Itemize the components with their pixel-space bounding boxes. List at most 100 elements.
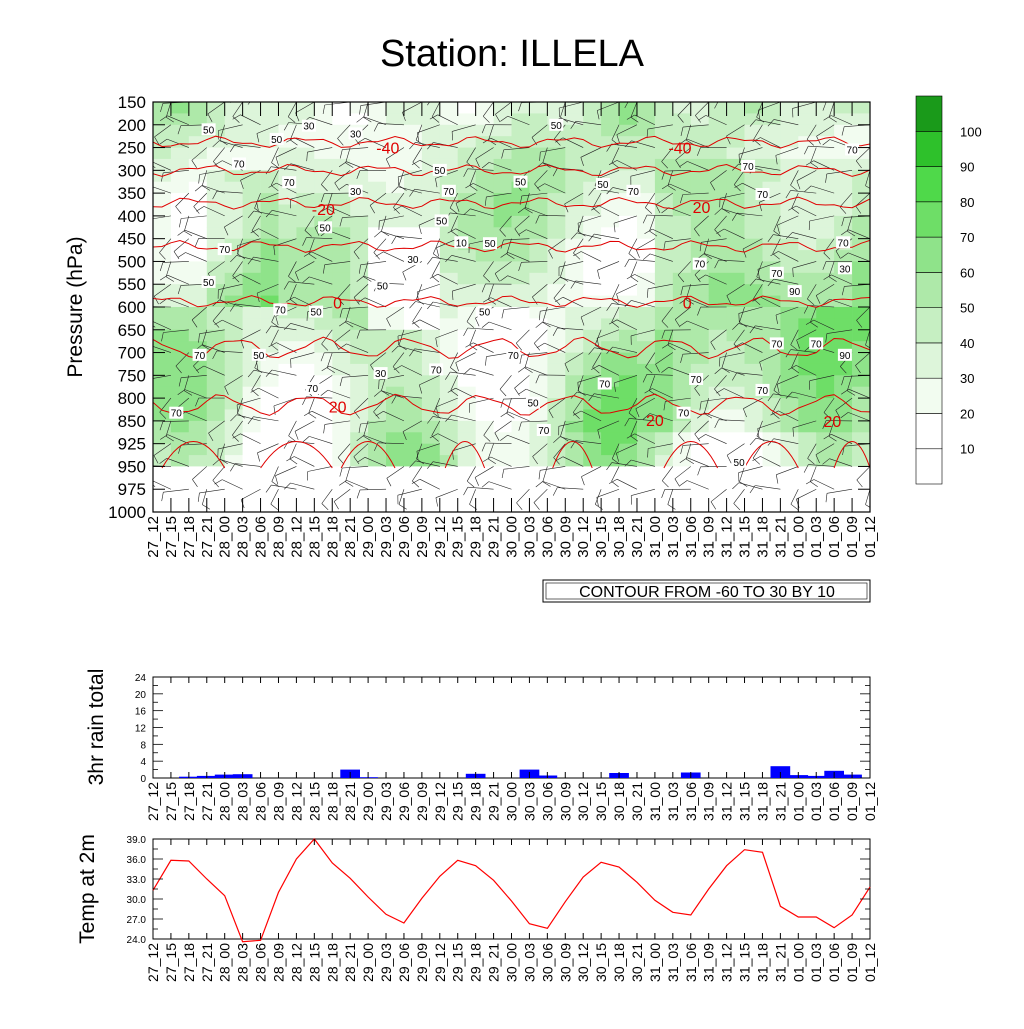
main-time-label: 27_15 xyxy=(163,516,180,558)
humidity-cell xyxy=(547,261,565,273)
rain-plot-frame xyxy=(153,677,870,778)
humidity-cell xyxy=(798,125,816,137)
humidity-cell xyxy=(547,375,565,387)
wind-barb-flag xyxy=(501,93,508,98)
humidity-cell xyxy=(332,421,350,433)
humidity-cell xyxy=(153,148,171,160)
humidity-cell xyxy=(834,318,852,330)
humidity-cell xyxy=(512,489,530,501)
rain-time-label: 31_09 xyxy=(701,782,717,821)
humidity-cell xyxy=(727,216,745,228)
pressure-tick-label: 650 xyxy=(118,321,146,340)
humidity-cell xyxy=(780,102,798,114)
humidity-cell xyxy=(171,102,189,114)
humidity-cell xyxy=(780,159,798,171)
humidity-cell xyxy=(476,113,494,125)
humidity-cell xyxy=(512,330,530,342)
wind-barb xyxy=(452,96,476,102)
humidity-cell xyxy=(780,489,798,501)
humidity-cell xyxy=(153,102,171,114)
humidity-cell xyxy=(440,136,458,148)
temp-time-label: 31_15 xyxy=(737,943,753,982)
humidity-cell xyxy=(279,261,297,273)
main-time-label: 30_15 xyxy=(593,516,610,558)
humidity-cell xyxy=(691,489,709,501)
humidity-cell xyxy=(404,216,422,228)
humidity-cell xyxy=(852,478,870,490)
main-time-label: 31_21 xyxy=(772,516,789,558)
humidity-cell xyxy=(691,455,709,467)
humidity-cell xyxy=(422,466,440,478)
main-time-label: 27_12 xyxy=(145,516,162,558)
humidity-cell xyxy=(296,148,314,160)
rain-time-label: 01_12 xyxy=(862,782,878,821)
humidity-cell xyxy=(189,193,207,205)
rain-time-label: 28_21 xyxy=(342,782,358,821)
humidity-cell xyxy=(798,501,816,513)
humidity-cell xyxy=(727,501,745,513)
humidity-cell xyxy=(368,478,386,490)
humidity-cell xyxy=(243,307,261,319)
humidity-cell xyxy=(368,444,386,456)
humidity-cell xyxy=(763,307,781,319)
rh-label-text: 50 xyxy=(436,216,448,227)
rh-label-text: 50 xyxy=(320,223,332,234)
humidity-cell xyxy=(565,284,583,296)
colorbar-segment xyxy=(916,131,942,166)
humidity-cell xyxy=(296,353,314,365)
rh-contour-label: 30 xyxy=(349,185,363,198)
temp-time-label: 30_06 xyxy=(539,943,555,982)
humidity-cell xyxy=(261,261,279,273)
humidity-cell xyxy=(763,353,781,365)
rh-label-text: 70 xyxy=(771,269,783,280)
humidity-cell xyxy=(583,478,601,490)
humidity-cell xyxy=(709,182,727,194)
humidity-cell xyxy=(207,364,225,376)
rh-label-text: 70 xyxy=(233,160,245,171)
wind-barb-flag xyxy=(771,92,779,96)
humidity-cell xyxy=(368,318,386,330)
humidity-cell xyxy=(637,353,655,365)
humidity-cell xyxy=(225,170,243,182)
humidity-cell xyxy=(189,318,207,330)
pressure-tick-label: 975 xyxy=(118,480,146,499)
humidity-cell xyxy=(512,432,530,444)
rh-contour-label: 50 xyxy=(526,397,540,410)
temp-time-label: 30_12 xyxy=(575,943,591,982)
temp-contour-label: 20 xyxy=(646,413,664,430)
rh-label-text: 70 xyxy=(628,187,640,198)
humidity-cell xyxy=(261,216,279,228)
humidity-cell xyxy=(619,284,637,296)
wind-barb xyxy=(254,97,279,102)
humidity-cell xyxy=(852,318,870,330)
temp-time-label: 28_15 xyxy=(306,943,322,982)
humidity-cell xyxy=(673,193,691,205)
humidity-cell xyxy=(529,261,547,273)
humidity-cell xyxy=(476,216,494,228)
humidity-cell xyxy=(225,489,243,501)
humidity-cell xyxy=(727,239,745,251)
humidity-cell xyxy=(476,410,494,422)
humidity-cell xyxy=(709,148,727,160)
humidity-cell xyxy=(279,227,297,239)
rh-label-text: 70 xyxy=(194,351,206,362)
humidity-cell xyxy=(565,307,583,319)
humidity-cell xyxy=(422,296,440,308)
rh-label-text: 70 xyxy=(508,351,520,362)
humidity-cell xyxy=(458,353,476,365)
humidity-cell xyxy=(261,102,279,114)
humidity-cell xyxy=(619,353,637,365)
humidity-cell xyxy=(243,250,261,262)
humidity-cell xyxy=(565,341,583,353)
humidity-cell xyxy=(780,170,798,182)
colorbar-segment xyxy=(916,167,942,202)
humidity-cell xyxy=(583,102,601,114)
humidity-cell xyxy=(171,421,189,433)
humidity-cell xyxy=(601,466,619,478)
humidity-cell xyxy=(422,444,440,456)
humidity-cell xyxy=(440,102,458,114)
rain-time-label: 29_09 xyxy=(414,782,430,821)
main-time-label: 31_00 xyxy=(647,516,664,558)
humidity-cell xyxy=(386,398,404,410)
rh-contour-label: 70 xyxy=(506,349,520,362)
